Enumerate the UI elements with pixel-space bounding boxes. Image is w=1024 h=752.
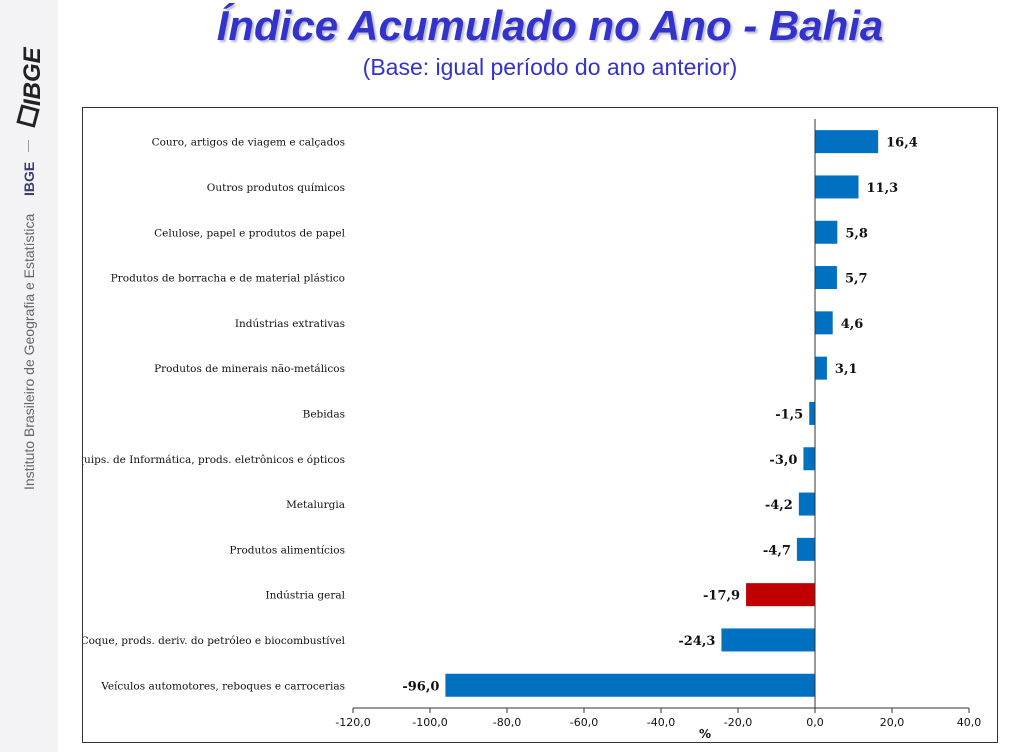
ibge-logo: IBGE [16,46,44,128]
data-label: -96,0 [402,679,439,694]
page-subtitle: (Base: igual período do ano anterior) [362,54,738,80]
institute-name: Instituto Brasileiro de Geografia e Esta… [21,213,37,490]
data-label: 5,7 [845,272,868,287]
x-tick-label: -80,0 [493,716,521,729]
bar [796,537,815,561]
x-tick-label: -100,0 [412,716,447,729]
sidebar-divider [28,140,29,152]
category-label: Produtos alimentícios [229,544,345,556]
data-label: 5,8 [845,226,868,241]
bar [803,447,815,471]
sidebar: IBGE IBGE Instituto Brasileiro de Geogra… [0,0,58,752]
bar [815,220,838,244]
page-title: Índice Acumulado no Ano - Bahia [216,2,884,49]
x-tick-label: -20,0 [724,716,752,729]
bar [809,401,815,425]
data-label: 3,1 [835,362,858,377]
category-label: Indústrias extrativas [235,318,345,330]
bar [815,130,879,154]
category-label: Produtos de borracha e de material plást… [111,273,345,285]
x-tick-label: -40,0 [647,716,675,729]
ibge-label: IBGE [21,161,37,196]
category-label: Bebidas [303,408,345,420]
bar [815,266,837,290]
data-label: -3,0 [769,453,797,468]
category-label: Celulose, papel e produtos de papel [154,227,345,239]
bar [445,673,815,697]
data-label: -1,5 [775,407,803,422]
bar [815,311,833,335]
x-tick-label: 40,0 [957,716,982,729]
category-label: Metalurgia [286,499,345,511]
chart-canvas: Couro, artigos de viagem e calçados 16,4 O… [83,119,982,741]
bar [721,628,815,652]
category-label: Indústria geral [265,590,345,602]
category-label: Equips. de Informática, prods. eletrônic… [83,454,345,466]
x-axis-label: % [699,727,711,741]
data-label: 4,6 [841,317,864,332]
bar [815,175,859,199]
category-label: Outros produtos químicos [207,182,345,194]
data-label: -4,7 [763,543,791,558]
category-label: Produtos de minerais não-metálicos [154,363,345,375]
x-tick-label: -120,0 [335,716,370,729]
logo-mark [16,104,40,128]
x-tick-label: -60,0 [570,716,598,729]
x-tick-label: 0,0 [806,716,824,729]
logo-text: IBGE [19,46,44,106]
bar [746,583,815,607]
bar [815,356,827,380]
category-label: Coque, prods. deriv. do petróleo e bioco… [83,635,346,647]
data-label: -17,9 [703,589,740,604]
bar-chart: Couro, artigos de viagem e calçados 16,4 O… [82,107,998,743]
data-label: 16,4 [886,136,918,151]
category-label: Veículos automotores, reboques e carroce… [100,680,345,692]
bar [798,492,815,516]
x-tick-label: 20,0 [880,716,905,729]
data-label: -4,2 [765,498,793,513]
data-label: 11,3 [867,181,899,196]
category-label: Couro, artigos de viagem e calçados [152,137,345,149]
data-label: -24,3 [678,634,715,649]
